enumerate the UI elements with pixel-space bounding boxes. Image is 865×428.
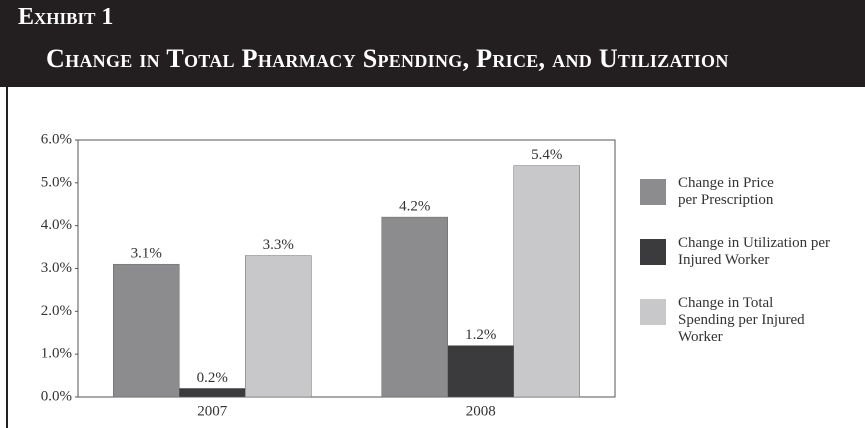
y-tick-label: 3.0% bbox=[41, 260, 72, 276]
legend-label: Change in Total Spending per Injured Wor… bbox=[678, 295, 805, 345]
bar bbox=[245, 255, 312, 398]
bar bbox=[447, 345, 514, 398]
exhibit-label: Exhibit 1 bbox=[18, 4, 114, 30]
y-tick-label: 0.0% bbox=[41, 388, 72, 404]
legend-label: Change in Utilization per Injured Worker bbox=[678, 235, 831, 268]
value-label: 5.4% bbox=[531, 147, 562, 163]
bar bbox=[381, 216, 448, 398]
legend-swatch bbox=[640, 299, 666, 325]
value-label: 4.2% bbox=[399, 199, 430, 215]
y-tick-label: 2.0% bbox=[41, 303, 72, 319]
bar bbox=[113, 263, 180, 398]
legend-label: Change in Price per Prescription bbox=[678, 175, 774, 208]
x-tick-label: 2007 bbox=[197, 403, 228, 419]
value-label: 0.2% bbox=[197, 370, 228, 386]
y-tick-label: 5.0% bbox=[41, 174, 72, 190]
legend-swatch bbox=[640, 239, 666, 265]
value-label: 3.1% bbox=[131, 246, 162, 262]
legend-swatch bbox=[640, 179, 666, 205]
bar bbox=[179, 388, 246, 398]
left-rule bbox=[6, 87, 8, 428]
y-tick-label: 4.0% bbox=[41, 217, 72, 233]
value-label: 1.2% bbox=[465, 327, 496, 343]
y-tick-label: 6.0% bbox=[41, 131, 72, 147]
header: Exhibit 1 Change in Total Pharmacy Spend… bbox=[0, 0, 865, 87]
x-tick-label: 2008 bbox=[466, 403, 496, 419]
y-tick-label: 1.0% bbox=[41, 346, 72, 362]
value-label: 3.3% bbox=[263, 237, 294, 253]
chart-title: Change in Total Pharmacy Spending, Price… bbox=[46, 44, 729, 73]
bar bbox=[513, 165, 580, 398]
